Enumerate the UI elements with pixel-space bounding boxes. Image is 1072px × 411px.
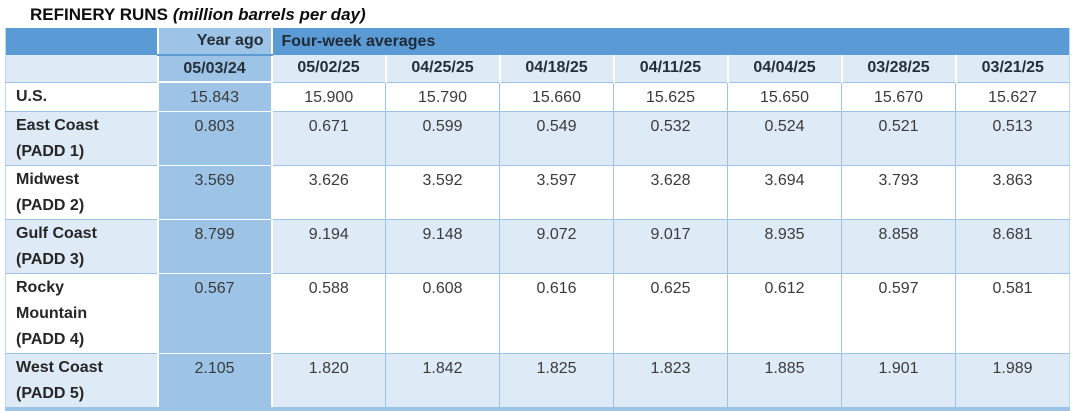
data-cell: 0.549 <box>499 111 614 166</box>
row-label-midwest: Midwest (PADD 2) <box>5 165 158 220</box>
data-cell: 0.608 <box>385 273 500 354</box>
data-cell: 3.626 <box>271 165 386 220</box>
data-cell: 0.612 <box>727 273 842 354</box>
data-cell: 3.597 <box>499 165 614 220</box>
title-main: REFINERY RUNS <box>30 5 168 24</box>
date-header: 04/25/25 <box>384 55 500 83</box>
year-ago-cell: 2.105 <box>156 353 273 410</box>
data-cell: 8.935 <box>727 219 842 274</box>
corner-cell <box>5 28 158 55</box>
data-cell: 3.793 <box>841 165 956 220</box>
date-header: 05/02/25 <box>270 55 386 83</box>
data-cell: 0.521 <box>841 111 956 166</box>
col-header-year-ago: Year ago <box>156 28 272 56</box>
data-cell: 15.900 <box>271 82 386 112</box>
year-ago-cell: 0.803 <box>156 111 273 166</box>
data-cell: 1.825 <box>499 353 614 410</box>
data-cell: 15.650 <box>727 82 842 112</box>
data-cell: 1.842 <box>385 353 500 410</box>
date-header: 04/18/25 <box>498 55 614 83</box>
row-label-rocky-mountain: Rocky Mountain (PADD 4) <box>5 273 158 354</box>
data-cell: 15.660 <box>499 82 614 112</box>
data-cell: 15.790 <box>385 82 500 112</box>
year-ago-cell: 8.799 <box>156 219 273 274</box>
data-cell: 9.194 <box>271 219 386 274</box>
data-cell: 0.625 <box>613 273 728 354</box>
header-group-row: Year ago Four-week averages <box>5 28 1070 56</box>
data-cell: 0.532 <box>613 111 728 166</box>
refinery-runs-table: Year ago Four-week averages 05/03/24 05/… <box>5 28 1071 411</box>
data-cell: 15.627 <box>954 82 1070 112</box>
data-cell: 3.863 <box>954 165 1070 220</box>
data-cell: 9.017 <box>613 219 728 274</box>
data-cell: 1.885 <box>727 353 842 410</box>
year-ago-cell: 0.567 <box>156 273 273 354</box>
date-header: 04/04/25 <box>726 55 842 83</box>
date-header: 03/21/25 <box>954 55 1070 83</box>
date-header: 04/11/25 <box>612 55 728 83</box>
data-cell: 0.513 <box>954 111 1070 166</box>
table-row-us: U.S. 15.843 15.900 15.790 15.660 15.625 … <box>5 82 1070 112</box>
data-cell: 9.072 <box>499 219 614 274</box>
data-cell: 1.823 <box>613 353 728 410</box>
row-label-us: U.S. <box>5 82 158 112</box>
table-row-gulf-coast: Gulf Coast (PADD 3) 8.799 9.194 9.148 9.… <box>5 219 1070 274</box>
col-header-four-week-averages: Four-week averages <box>270 28 1070 55</box>
page-title: REFINERY RUNS (million barrels per day) <box>0 0 1072 28</box>
data-cell: 0.671 <box>271 111 386 166</box>
year-ago-cell: 15.843 <box>156 82 273 112</box>
title-unit: (million barrels per day) <box>172 5 366 24</box>
year-ago-cell: 3.569 <box>156 165 273 220</box>
data-cell: 0.599 <box>385 111 500 166</box>
table-row-rocky-mountain: Rocky Mountain (PADD 4) 0.567 0.588 0.60… <box>5 273 1070 354</box>
row-label-west-coast: West Coast (PADD 5) <box>5 353 158 410</box>
data-cell: 8.858 <box>841 219 956 274</box>
data-cell: 15.625 <box>613 82 728 112</box>
data-cell: 0.524 <box>727 111 842 166</box>
table-row-midwest: Midwest (PADD 2) 3.569 3.626 3.592 3.597… <box>5 165 1070 220</box>
data-cell: 3.628 <box>613 165 728 220</box>
header-date-row: 05/03/24 05/02/25 04/25/25 04/18/25 04/1… <box>5 55 1070 83</box>
data-cell: 1.820 <box>271 353 386 410</box>
data-cell: 0.597 <box>841 273 956 354</box>
data-cell: 1.901 <box>841 353 956 410</box>
data-cell: 0.616 <box>499 273 614 354</box>
table-row-west-coast: West Coast (PADD 5) 2.105 1.820 1.842 1.… <box>5 353 1070 410</box>
data-cell: 15.670 <box>841 82 956 112</box>
date-header-year-ago: 05/03/24 <box>156 55 273 83</box>
row-label-gulf-coast: Gulf Coast (PADD 3) <box>5 219 158 274</box>
row-label-east-coast: East Coast (PADD 1) <box>5 111 158 166</box>
table-row-east-coast: East Coast (PADD 1) 0.803 0.671 0.599 0.… <box>5 111 1070 166</box>
corner-cell-2 <box>5 55 158 83</box>
data-cell: 1.989 <box>954 353 1070 410</box>
data-cell: 9.148 <box>385 219 500 274</box>
data-cell: 3.592 <box>385 165 500 220</box>
data-cell: 0.581 <box>954 273 1070 354</box>
data-cell: 0.588 <box>271 273 386 354</box>
date-header: 03/28/25 <box>840 55 956 83</box>
data-cell: 8.681 <box>954 219 1070 274</box>
data-cell: 3.694 <box>727 165 842 220</box>
